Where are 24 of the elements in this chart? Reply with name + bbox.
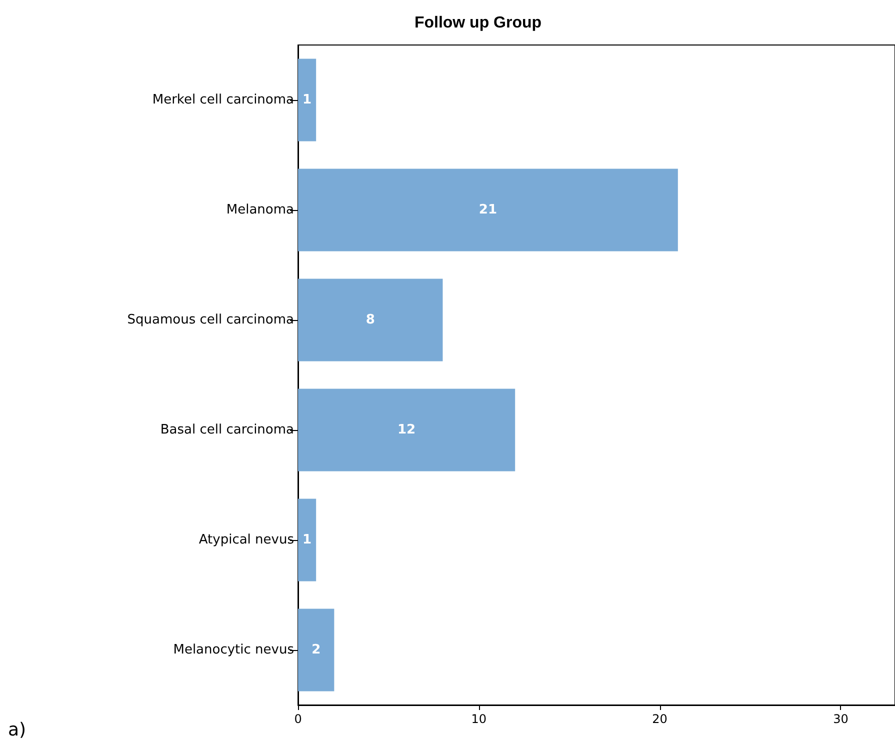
- x-tick-label: 20: [652, 712, 668, 726]
- x-tick-label: 30: [833, 712, 848, 726]
- x-tick-label: 10: [471, 712, 487, 726]
- data-label: 2: [312, 642, 321, 658]
- y-tick-label: Merkel cell carcinoma: [152, 92, 294, 108]
- bar: [298, 278, 443, 362]
- x-tick-label: 0: [294, 712, 302, 726]
- data-label: 1: [302, 532, 312, 548]
- y-tick-label: Squamous cell carcinoma: [127, 312, 294, 328]
- y-tick-label: Basal cell carcinoma: [160, 422, 294, 438]
- bar: [298, 388, 516, 472]
- data-label: 12: [398, 422, 416, 438]
- y-tick-label: Atypical nevus: [198, 532, 294, 548]
- bar: [298, 58, 316, 142]
- bar: [298, 608, 334, 692]
- data-label: 21: [478, 202, 497, 218]
- bar: [298, 498, 316, 582]
- bar: [298, 168, 678, 252]
- data-label: 1: [302, 92, 312, 108]
- text: a): [8, 720, 26, 740]
- y-tick-label: Melanocytic nevus: [173, 642, 294, 658]
- y-tick-label: Melanoma: [226, 202, 294, 218]
- chart-title: Follow up Group: [414, 14, 542, 32]
- data-label: 8: [366, 312, 375, 328]
